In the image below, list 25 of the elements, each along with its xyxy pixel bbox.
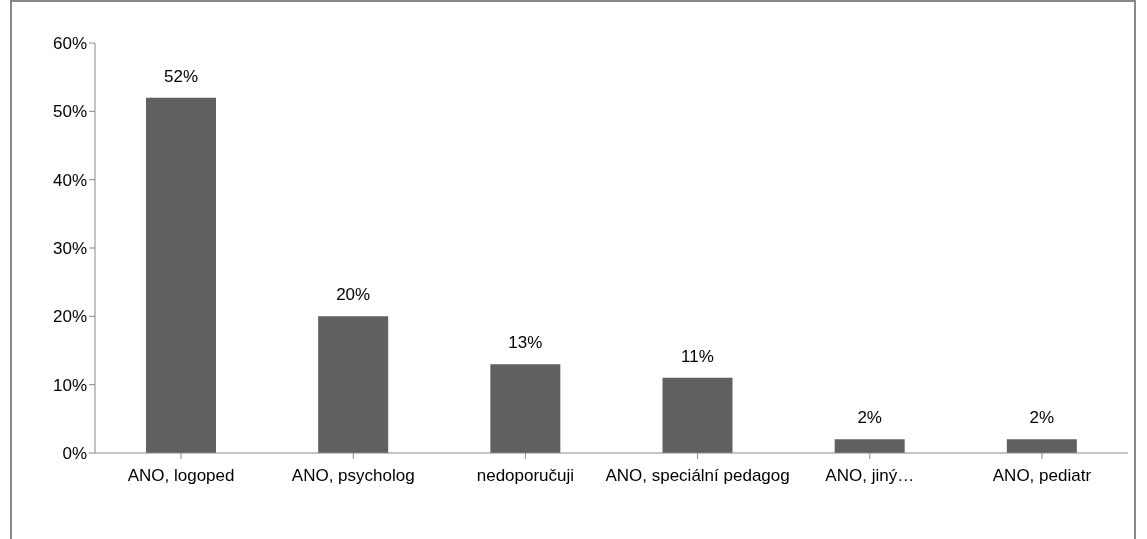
data-label: 2% xyxy=(857,408,882,428)
x-tick-label: ANO, speciální pedagog xyxy=(605,466,790,486)
y-tick-label: 30% xyxy=(52,239,87,259)
bar xyxy=(146,97,216,453)
bar xyxy=(490,364,561,453)
y-tick-label: 0% xyxy=(62,444,87,464)
bar xyxy=(318,316,389,453)
x-tick-label: ANO, psycholog xyxy=(291,466,415,486)
y-tick-label: 10% xyxy=(52,375,87,395)
x-tick-label: ANO, pediatr xyxy=(992,466,1092,486)
bar xyxy=(662,377,733,453)
y-tick-label: 40% xyxy=(52,170,87,190)
y-tick-label: 20% xyxy=(52,307,87,327)
bar xyxy=(834,439,905,453)
x-tick-label: nedoporučuji xyxy=(476,466,575,486)
y-tick-label: 60% xyxy=(52,34,87,54)
x-tick-label: ANO, jiný… xyxy=(825,466,915,486)
data-label: 13% xyxy=(508,333,543,353)
data-label: 20% xyxy=(336,285,371,305)
data-label: 2% xyxy=(1029,408,1055,428)
data-label: 11% xyxy=(681,346,714,366)
bar xyxy=(1006,439,1077,453)
x-tick-label: ANO, logoped xyxy=(127,466,235,486)
y-tick-label: 50% xyxy=(52,102,87,122)
data-label: 52% xyxy=(163,66,199,86)
